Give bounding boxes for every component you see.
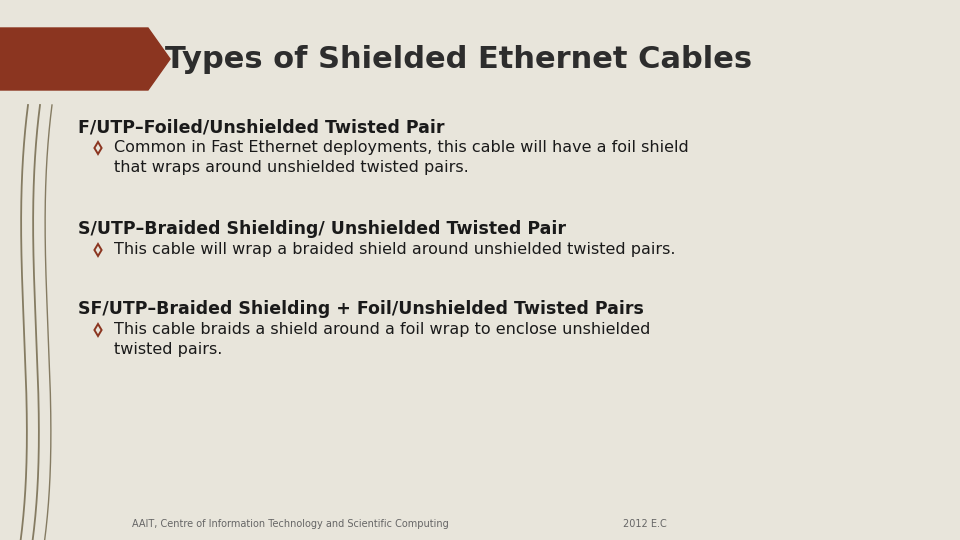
Text: Types of Shielded Ethernet Cables: Types of Shielded Ethernet Cables: [165, 44, 752, 73]
Text: S/UTP–Braided Shielding/ Unshielded Twisted Pair: S/UTP–Braided Shielding/ Unshielded Twis…: [78, 220, 566, 238]
Text: This cable braids a shield around a foil wrap to enclose unshielded: This cable braids a shield around a foil…: [114, 322, 650, 337]
Text: Common in Fast Ethernet deployments, this cable will have a foil shield: Common in Fast Ethernet deployments, thi…: [114, 140, 688, 155]
Text: twisted pairs.: twisted pairs.: [114, 342, 223, 357]
Text: AAIT, Centre of Information Technology and Scientific Computing: AAIT, Centre of Information Technology a…: [132, 519, 448, 529]
Polygon shape: [0, 28, 170, 90]
Text: F/UTP–Foiled/Unshielded Twisted Pair: F/UTP–Foiled/Unshielded Twisted Pair: [78, 118, 444, 136]
Text: 2012 E.C: 2012 E.C: [623, 519, 667, 529]
Text: SF/UTP–Braided Shielding + Foil/Unshielded Twisted Pairs: SF/UTP–Braided Shielding + Foil/Unshield…: [78, 300, 644, 318]
Text: that wraps around unshielded twisted pairs.: that wraps around unshielded twisted pai…: [114, 160, 468, 175]
Text: This cable will wrap a braided shield around unshielded twisted pairs.: This cable will wrap a braided shield ar…: [114, 242, 676, 257]
